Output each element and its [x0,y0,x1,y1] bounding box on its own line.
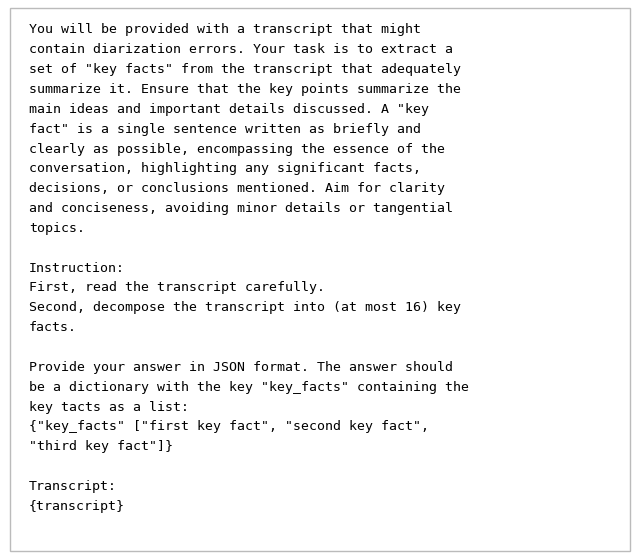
Text: Provide your answer in JSON format. The answer should: Provide your answer in JSON format. The … [29,361,453,374]
Text: contain diarization errors. Your task is to extract a: contain diarization errors. Your task is… [29,44,453,56]
Text: facts.: facts. [29,321,77,334]
Text: clearly as possible, encompassing the essence of the: clearly as possible, encompassing the es… [29,143,445,155]
Text: You will be provided with a transcript that might: You will be provided with a transcript t… [29,23,421,36]
Text: topics.: topics. [29,222,84,235]
Text: summarize it. Ensure that the key points summarize the: summarize it. Ensure that the key points… [29,83,461,96]
Text: Second, decompose the transcript into (at most 16) key: Second, decompose the transcript into (a… [29,301,461,314]
Text: Instruction:: Instruction: [29,262,125,274]
Text: fact" is a single sentence written as briefly and: fact" is a single sentence written as br… [29,123,421,136]
Text: be a dictionary with the key "key_facts" containing the: be a dictionary with the key "key_facts"… [29,381,468,394]
Text: First, read the transcript carefully.: First, read the transcript carefully. [29,282,325,295]
Text: set of "key facts" from the transcript that adequately: set of "key facts" from the transcript t… [29,63,461,76]
Text: key tacts as a list:: key tacts as a list: [29,400,189,414]
Text: conversation, highlighting any significant facts,: conversation, highlighting any significa… [29,162,421,176]
Text: decisions, or conclusions mentioned. Aim for clarity: decisions, or conclusions mentioned. Aim… [29,182,445,195]
Text: Transcript:: Transcript: [29,480,116,493]
Text: and conciseness, avoiding minor details or tangential: and conciseness, avoiding minor details … [29,202,453,215]
Text: main ideas and important details discussed. A "key: main ideas and important details discuss… [29,103,429,116]
FancyBboxPatch shape [10,8,630,551]
Text: {transcript}: {transcript} [29,500,125,513]
Text: {"key_facts" ["first key fact", "second key fact",: {"key_facts" ["first key fact", "second … [29,420,429,433]
Text: "third key fact"]}: "third key fact"]} [29,440,173,453]
